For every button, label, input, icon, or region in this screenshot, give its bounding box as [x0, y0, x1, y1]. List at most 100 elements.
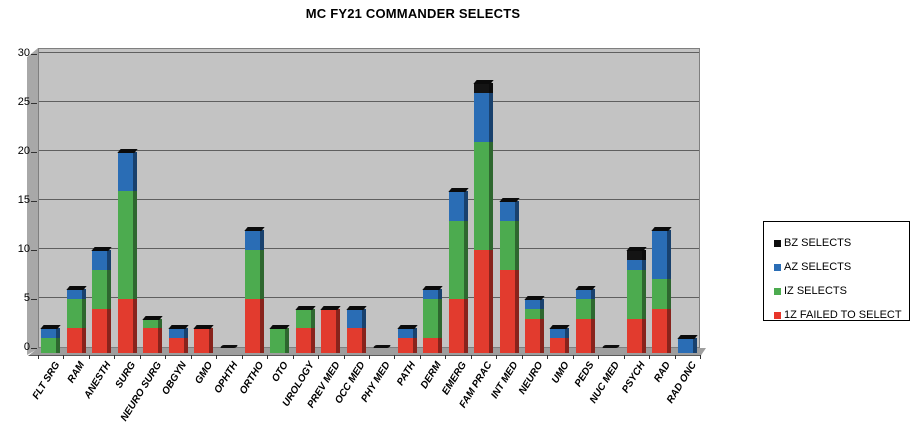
bar-path: [397, 325, 418, 353]
bar-gmo: [193, 325, 214, 353]
x-axis-tick: [700, 355, 701, 359]
bar-segment-ram: [66, 299, 86, 329]
y-axis-label-25: 25: [17, 96, 30, 108]
bar-neuro-surg: [142, 315, 163, 353]
y-axis-label-10: 10: [17, 243, 30, 255]
bar-segment-peds: [575, 318, 595, 353]
plot-area: [38, 48, 700, 348]
legend: BZ SELECTS AZ SELECTS IZ SELECTS 1Z FAIL…: [763, 221, 910, 321]
x-axis-tick: [165, 355, 167, 359]
bar-segment-ortho: [244, 249, 264, 299]
bar-segment-derm: [423, 338, 443, 353]
bar-segment-gmo: [194, 328, 213, 353]
y-axis-label-15: 15: [17, 194, 30, 206]
bar-top-face: [142, 315, 163, 320]
bar-segment-urology: [295, 308, 315, 329]
bar-neuro: [524, 296, 545, 353]
bar-segment-fam-prac: [474, 83, 494, 94]
x-axis-label-psych: PSYCH: [620, 360, 648, 396]
bar-segment-oto: [270, 328, 290, 353]
bar-top-face: [116, 149, 138, 153]
bar-segment-emerg: [448, 191, 468, 221]
bar-segment-occ-med: [346, 328, 366, 353]
x-axis-label-ram: RAM: [66, 360, 88, 386]
bar-top-face: [167, 325, 189, 330]
x-axis-tick: [572, 355, 574, 359]
x-axis-label-gmo: GMO: [192, 360, 215, 387]
bar-rad: [651, 227, 672, 353]
bar-segment-derm: [423, 299, 443, 339]
x-axis-tick: [649, 355, 651, 359]
bar-segment-anesth: [92, 308, 112, 353]
bar-segment-rad: [652, 279, 672, 309]
bar-umo: [549, 325, 571, 353]
bar-occ-med: [346, 305, 367, 353]
x-axis-label-obgyn: OBGYN: [160, 360, 190, 397]
x-axis-tick: [267, 355, 269, 359]
bar-top-face: [91, 247, 112, 251]
bar-top-face: [295, 305, 316, 310]
y-axis-tick: [31, 299, 37, 300]
legend-label: 1Z FAILED TO SELECT: [784, 309, 902, 321]
bar-segment-prev-med: [321, 308, 341, 353]
x-axis-label-oto: OTO: [270, 360, 292, 385]
bar-nuc-med-zero: [601, 345, 621, 348]
bar-segment-occ-med: [346, 308, 366, 329]
bar-segment-neuro: [525, 308, 544, 319]
y-axis-tick: [31, 201, 37, 202]
fz-swatch-icon: [774, 311, 781, 319]
legend-item-1z: 1Z FAILED TO SELECT: [774, 303, 909, 327]
x-axis-tick: [190, 355, 192, 359]
y-axis-label-0: 0: [23, 341, 30, 353]
y-axis-label-20: 20: [17, 145, 30, 157]
bar-top-face: [677, 335, 698, 340]
bar-top-face: [320, 305, 341, 310]
x-axis-tick: [369, 355, 370, 359]
bar-segment-emerg: [448, 298, 468, 353]
y-axis-tick: [31, 54, 37, 55]
bar-segment-urology: [295, 328, 315, 353]
legend-label: BZ SELECTS: [784, 237, 852, 249]
legend-item-iz: IZ SELECTS: [774, 279, 909, 303]
bar-segment-int-med: [499, 201, 519, 221]
bar-segment-anesth: [92, 250, 112, 270]
gridline-20: [39, 150, 699, 151]
bar-phy-med-zero: [372, 345, 391, 348]
bar-segment-anesth: [92, 269, 112, 309]
x-axis-label-ortho: ORTHO: [237, 360, 266, 397]
bar-segment-psych: [626, 269, 646, 319]
x-axis-tick: [470, 355, 472, 359]
bar-segment-int-med: [499, 220, 519, 270]
bar-psych: [626, 247, 647, 353]
x-axis-tick: [343, 355, 345, 359]
bar-segment-surg: [117, 152, 137, 192]
bar-obgyn: [167, 325, 189, 353]
bar-segment-psych: [626, 318, 646, 353]
legend-item-bz: BZ SELECTS: [774, 231, 909, 255]
bar-segment-flt-srg: [41, 338, 61, 353]
bar-fam-prac: [473, 80, 494, 353]
y-axis-tick: [31, 250, 37, 251]
y-axis-tick: [31, 152, 37, 153]
bar-segment-obgyn: [168, 338, 188, 353]
bar-ram: [66, 286, 87, 353]
bar-flt-srg: [40, 325, 61, 353]
bar-top-face: [346, 305, 367, 310]
x-axis-tick: [63, 355, 65, 359]
x-axis-label-umo: UMO: [549, 360, 572, 386]
bar-int-med: [498, 198, 520, 353]
bar-segment-neuro-surg: [143, 328, 163, 353]
x-axis-tick: [521, 355, 523, 359]
y-axis-label-30: 30: [17, 47, 30, 59]
bar-segment-fam-prac: [474, 93, 494, 143]
bar-segment-emerg: [448, 220, 468, 299]
x-axis-label-ophth: OPHTH: [212, 360, 241, 396]
bar-segment-neuro: [525, 318, 544, 353]
bar-segment-peds: [575, 299, 595, 319]
bar-segment-ram: [66, 289, 86, 299]
x-axis-tick: [139, 355, 141, 359]
bar-segment-fam-prac: [474, 142, 494, 250]
x-axis-label-path: PATH: [395, 360, 419, 388]
x-axis-tick: [292, 355, 294, 359]
